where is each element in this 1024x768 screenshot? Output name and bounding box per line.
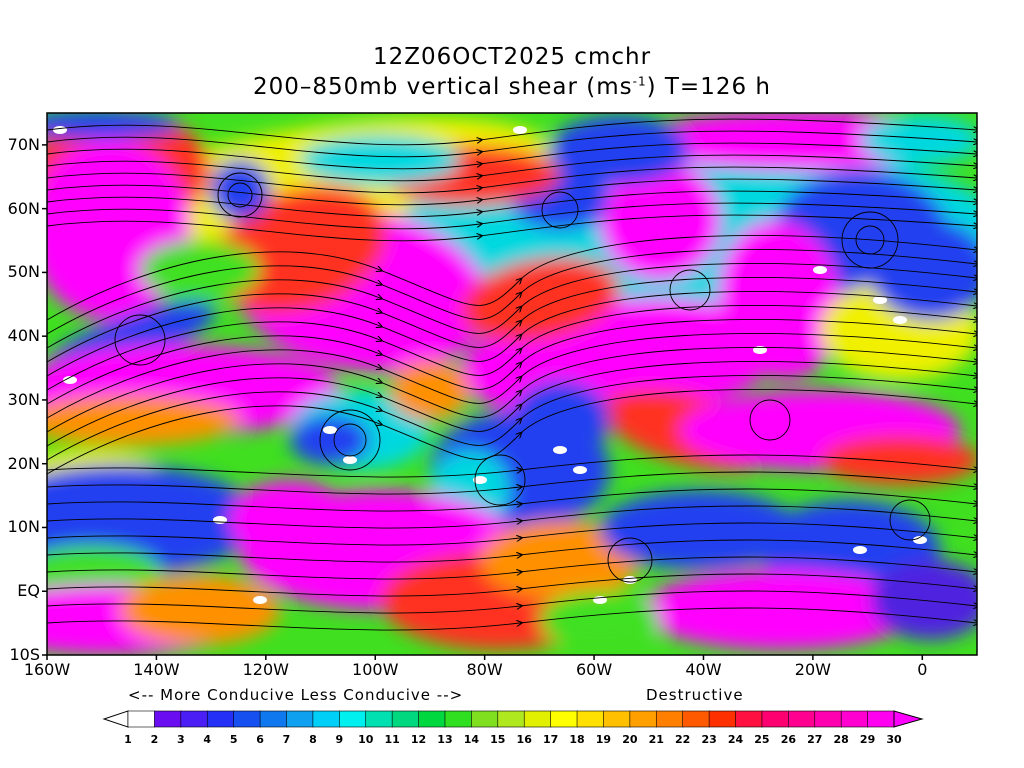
colorbar-label: 20	[622, 733, 638, 746]
colorbar-under-arrow	[102, 710, 129, 728]
lon-label: 100W	[352, 660, 399, 679]
lon-label: 40W	[685, 660, 722, 679]
colorbar-label: 12	[410, 733, 427, 746]
lon-label: 80W	[466, 660, 503, 679]
colorbar-swatch	[576, 710, 605, 728]
colorbar-swatch	[497, 710, 526, 728]
colorbar-swatch	[444, 710, 473, 728]
colorbar-label: 23	[701, 733, 717, 746]
colorbar-swatch	[206, 710, 235, 728]
colorbar-swatch	[655, 710, 684, 728]
colorbar-swatch	[180, 710, 209, 728]
colorbar-swatch	[550, 710, 578, 728]
colorbar-label: 10	[358, 733, 374, 746]
colorbar-label: 11	[384, 733, 400, 746]
colorbar-swatch	[867, 710, 895, 728]
colorbar-label: 18	[569, 733, 585, 746]
lat-label: 70N	[7, 134, 40, 154]
lat-label: 60N	[7, 198, 40, 218]
colorbar-label: 15	[490, 733, 506, 746]
colorbar-swatch	[735, 710, 763, 728]
colorbar-swatch	[418, 710, 446, 728]
colorbar-label: 24	[727, 733, 744, 746]
colorbar-label: 6	[256, 733, 264, 746]
colorbar-label: 14	[463, 733, 480, 746]
colorbar-swatch	[286, 710, 314, 728]
colorbar-swatch	[391, 710, 420, 728]
lat-label: EQ	[17, 581, 40, 601]
lat-label: 30N	[7, 389, 40, 409]
colorbar-swatch	[603, 710, 631, 728]
colorbar-swatch	[233, 710, 261, 728]
colorbar-over-arrow	[893, 710, 924, 728]
colorbar-label: 4	[203, 733, 212, 746]
colorbar-label: 30	[886, 733, 902, 746]
lat-label: 50N	[7, 262, 40, 282]
colorbar-label: 21	[648, 733, 664, 746]
colorbar-swatch	[708, 710, 737, 728]
lat-label: 10S	[9, 645, 40, 664]
colorbar-label: 9	[335, 733, 344, 746]
colorbar-swatch	[312, 710, 341, 728]
lat-label: 40N	[7, 326, 40, 346]
colorbar-swatch	[365, 710, 393, 728]
colorbar-label: 25	[754, 733, 770, 746]
conducive-legend-text: <-- More Conducive Less Conducive -->	[128, 686, 464, 704]
lon-label: 140W	[133, 660, 180, 679]
colorbar-label: 16	[516, 733, 532, 746]
colorbar-swatch	[629, 710, 658, 728]
chart-subtitle: 200–850mb vertical shear (ms-1) T=126 h	[253, 74, 771, 100]
shear-field	[47, 113, 977, 655]
lon-label: 20W	[794, 660, 831, 679]
lat-label: 10N	[7, 517, 40, 537]
colorbar-swatch	[814, 710, 842, 728]
lon-label: 60W	[575, 660, 613, 679]
colorbar-label: 3	[176, 733, 185, 746]
colorbar-swatch	[471, 710, 499, 728]
colorbar-label: 1	[124, 733, 132, 746]
colorbar-label: 26	[780, 733, 796, 746]
colorbar-label: 22	[675, 733, 691, 746]
colorbar-swatch	[761, 710, 790, 728]
colorbar-label: 2	[150, 733, 159, 746]
lon-label: 160W	[23, 660, 71, 679]
colorbar-label: 7	[282, 733, 291, 746]
colorbar-swatch	[523, 710, 552, 728]
colorbar-swatch	[127, 710, 156, 728]
lat-label: 20N	[7, 453, 40, 473]
colorbar-swatch	[788, 710, 816, 728]
destructive-legend-text: Destructive	[646, 686, 744, 704]
colorbar-label: 29	[859, 733, 876, 746]
colorbar-label: 27	[807, 733, 823, 746]
colorbar-label: 8	[309, 733, 317, 746]
colorbar-label: 13	[437, 733, 453, 746]
colorbar-swatch	[682, 710, 710, 728]
colorbar-label: 17	[542, 733, 559, 746]
colorbar-label: 5	[229, 733, 238, 746]
map-frame	[46, 112, 978, 656]
colorbar-swatch	[259, 710, 288, 728]
colorbar-swatch	[840, 710, 869, 728]
lon-label: 120W	[242, 660, 289, 679]
lon-label: 0	[917, 660, 928, 679]
colorbar-swatch	[154, 710, 182, 728]
colorbar-label: 28	[833, 733, 849, 746]
colorbar-label: 19	[595, 733, 612, 746]
chart-title: 12Z06OCT2025 cmchr	[372, 44, 652, 70]
colorbar-swatch	[339, 710, 367, 728]
